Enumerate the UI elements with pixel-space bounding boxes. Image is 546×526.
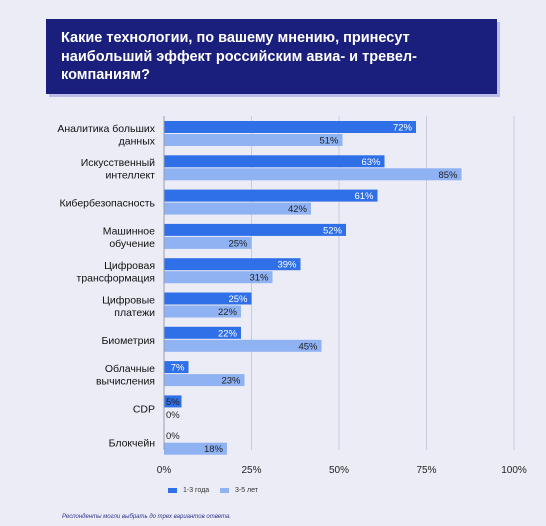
- data-label: 5%: [166, 397, 180, 408]
- category-label: CDP: [133, 403, 155, 415]
- x-tick-label: 50%: [329, 465, 349, 476]
- category-label: платежи: [114, 307, 155, 319]
- data-label: 61%: [354, 191, 374, 202]
- data-label: 39%: [277, 260, 297, 271]
- category-label: вычисления: [96, 375, 155, 387]
- data-label: 25%: [228, 294, 248, 305]
- data-label: 25%: [228, 238, 248, 249]
- bar: [164, 155, 385, 168]
- bar: [164, 271, 273, 284]
- data-label: 85%: [438, 170, 458, 181]
- legend-item-series2: 3-5 лет: [220, 487, 258, 494]
- data-label: 63%: [361, 157, 381, 168]
- category-label: Аналитика больших: [57, 123, 155, 135]
- bar: [164, 305, 241, 318]
- legend-label-series1: 1-3 года: [183, 487, 210, 494]
- data-label: 22%: [218, 307, 238, 318]
- x-tick-label: 0%: [157, 465, 172, 476]
- bar: [164, 202, 311, 215]
- bar: [164, 134, 343, 146]
- bar: [164, 189, 378, 202]
- data-label: 52%: [323, 225, 343, 236]
- bar: [164, 361, 189, 374]
- category-label: обучение: [109, 238, 155, 250]
- category-label: Кибербезопасность: [59, 198, 155, 210]
- category-label: Цифровая: [104, 260, 155, 272]
- data-label: 18%: [204, 444, 224, 455]
- bar: [164, 339, 322, 352]
- data-label: 22%: [218, 328, 238, 339]
- legend-label-series2: 3-5 лет: [235, 487, 259, 494]
- bar: [164, 236, 252, 249]
- data-label: 7%: [171, 363, 185, 374]
- bar: [164, 395, 182, 408]
- category-label: Блокчейн: [109, 438, 156, 450]
- legend-swatch-series2: [220, 488, 229, 493]
- data-label: 31%: [249, 273, 269, 284]
- footnote: Респонденты могли выбрать до трех вариан…: [62, 514, 231, 520]
- data-label: 72%: [393, 123, 413, 134]
- data-label: 51%: [319, 136, 339, 147]
- category-label: Облачные: [105, 363, 155, 375]
- bar: [164, 223, 346, 236]
- bar: [164, 168, 462, 181]
- bar: [164, 121, 416, 133]
- bar: [164, 258, 301, 271]
- data-label: 0%: [166, 431, 180, 442]
- category-label: интеллект: [106, 170, 156, 182]
- category-label: Биометрия: [101, 335, 155, 347]
- chart-title: Какие технологии, по вашему мнению, прин…: [46, 19, 497, 94]
- bar: [164, 326, 241, 339]
- bar: [164, 292, 252, 305]
- category-label: Цифровые: [102, 294, 155, 306]
- legend-item-series1: 1-3 года: [168, 487, 209, 494]
- bar: [164, 442, 227, 455]
- data-label: 23%: [221, 376, 241, 387]
- bar: [164, 374, 245, 387]
- category-label: данных: [119, 135, 156, 147]
- category-label: трансформация: [77, 272, 155, 284]
- x-tick-label: 25%: [241, 465, 261, 476]
- data-label: 45%: [298, 341, 318, 352]
- data-label: 42%: [288, 204, 308, 215]
- data-label: 0%: [166, 410, 180, 421]
- x-tick-label: 100%: [501, 465, 527, 476]
- x-tick-label: 75%: [416, 465, 436, 476]
- legend-swatch-series1: [168, 488, 177, 493]
- category-label: Машинное: [103, 226, 155, 238]
- category-label: Искусственный: [81, 157, 155, 169]
